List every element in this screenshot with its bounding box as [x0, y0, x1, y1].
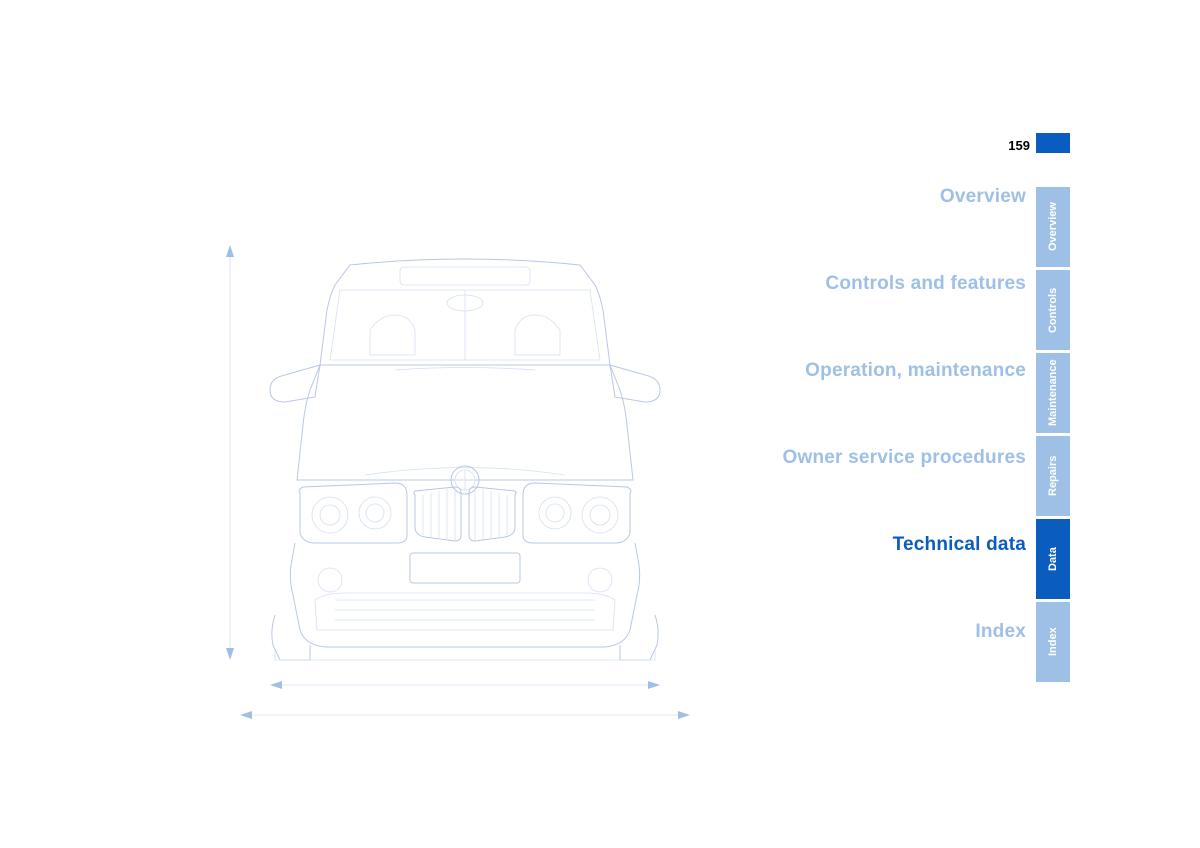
side-tab-data[interactable]: Data	[1036, 519, 1070, 599]
side-tab-controls[interactable]: Controls	[1036, 270, 1070, 350]
section-link-technical-data[interactable]: Technical data	[783, 534, 1026, 556]
car-technical-drawing	[215, 235, 715, 735]
car-front-view-svg	[215, 235, 715, 735]
side-tab-overview[interactable]: Overview	[1036, 187, 1070, 267]
page-number: 159	[1008, 138, 1030, 153]
section-link-controls[interactable]: Controls and features	[783, 273, 1026, 295]
side-tab-index[interactable]: Index	[1036, 602, 1070, 682]
side-tab-maintenance[interactable]: Maintenance	[1036, 353, 1070, 433]
section-link-overview[interactable]: Overview	[783, 186, 1026, 208]
side-tab-repairs[interactable]: Repairs	[1036, 436, 1070, 516]
section-link-owner-service[interactable]: Owner service procedures	[783, 447, 1026, 469]
side-tabs-container: Overview Controls Maintenance Repairs Da…	[1036, 187, 1070, 685]
section-links-container: Overview Controls and features Operation…	[783, 186, 1026, 708]
section-link-operation[interactable]: Operation, maintenance	[783, 360, 1026, 382]
page-number-bar	[1036, 133, 1070, 153]
section-link-index[interactable]: Index	[783, 621, 1026, 643]
